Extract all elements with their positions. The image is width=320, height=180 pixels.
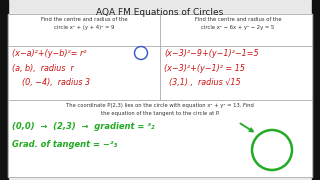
Bar	[0, 0, 8, 180]
Text: Find the centre and radius of the: Find the centre and radius of the	[195, 17, 281, 22]
Text: circle x² − 6x + y² − 2y = 5: circle x² − 6x + y² − 2y = 5	[201, 25, 275, 30]
Text: circle x² + (y + 4)² = 9: circle x² + (y + 4)² = 9	[54, 25, 114, 30]
Text: Find the centre and radius of the: Find the centre and radius of the	[41, 17, 127, 22]
Text: (a, b),  radius  r: (a, b), radius r	[12, 64, 74, 73]
Bar	[312, 0, 320, 180]
Text: The coordinate P(2,3) lies on the circle with equation x² + y² = 13. Find: The coordinate P(2,3) lies on the circle…	[66, 103, 254, 108]
Text: (x−3)²+(y−1)² = 15: (x−3)²+(y−1)² = 15	[164, 64, 245, 73]
Text: (3,1) ,  radius √15: (3,1) , radius √15	[164, 78, 241, 87]
Text: AQA FM Equations of Circles: AQA FM Equations of Circles	[96, 8, 224, 17]
Text: the equation of the tangent to the circle at P.: the equation of the tangent to the circl…	[100, 111, 220, 116]
Text: (0,0)  →  (2,3)  →  gradient = ³₂: (0,0) → (2,3) → gradient = ³₂	[12, 122, 155, 131]
Text: (x−3)²−9+(y−1)²−1=5: (x−3)²−9+(y−1)²−1=5	[164, 49, 259, 58]
Text: Grad. of tangent = −²₃: Grad. of tangent = −²₃	[12, 140, 117, 149]
Text: (0, −4),  radius 3: (0, −4), radius 3	[12, 78, 90, 87]
Text: (x−a)²+(y−b)²= r²: (x−a)²+(y−b)²= r²	[12, 49, 86, 58]
